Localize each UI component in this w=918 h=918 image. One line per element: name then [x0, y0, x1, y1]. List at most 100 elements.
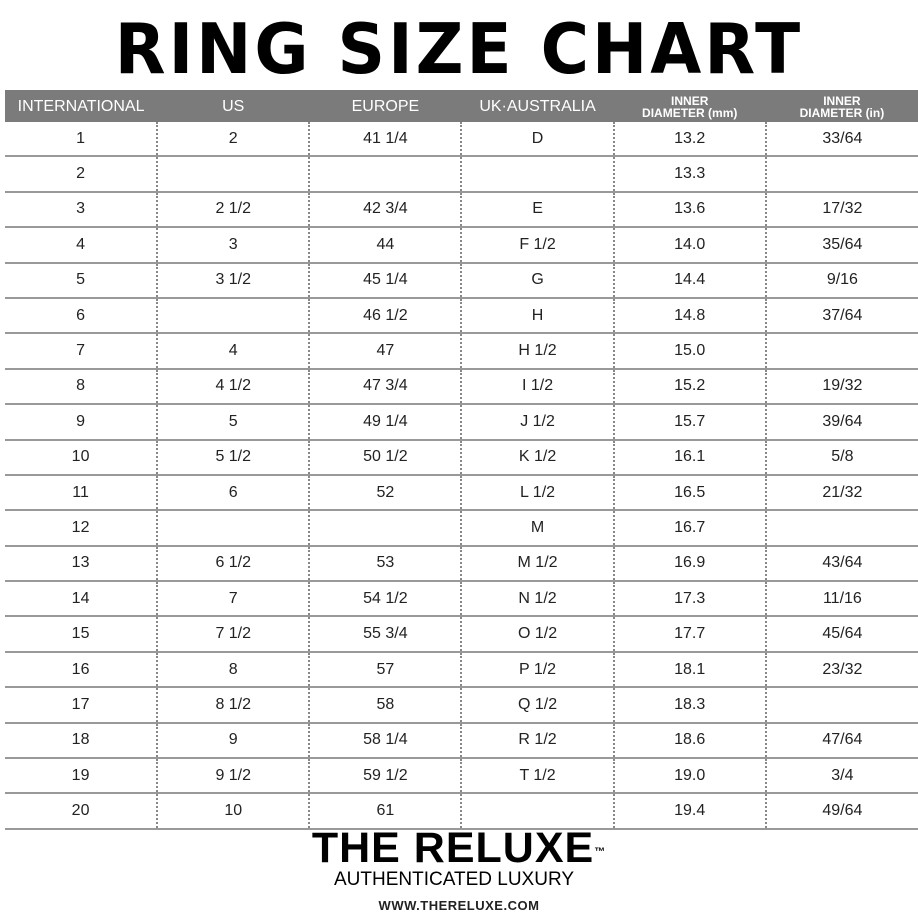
table-cell: [764, 510, 918, 547]
brand-url[interactable]: WWW.THERELUXE.COM: [378, 898, 540, 913]
table-cell: 7 1/2: [156, 616, 310, 653]
table-cell: 13.6: [612, 191, 766, 229]
table-cell: 21/32: [764, 474, 918, 512]
table-cell: 13.3: [612, 156, 766, 193]
table-cell: [764, 687, 918, 724]
table-cell: M: [460, 510, 614, 547]
table-cell: L 1/2: [460, 474, 614, 512]
table-cell: 9 1/2: [156, 758, 310, 795]
table-cell: D: [460, 122, 614, 158]
trademark: ™: [594, 846, 607, 858]
table-cell: 54 1/2: [308, 581, 462, 618]
table-cell: 52: [308, 474, 462, 512]
table-cell: 6 1/2: [156, 545, 310, 583]
table-cell: Q 1/2: [460, 687, 614, 724]
brand-logo: THE RELUXE™: [0, 826, 918, 870]
column-header: UK·AUSTRALIA: [461, 90, 614, 122]
table-cell: 43/64: [764, 545, 918, 583]
table-row: 4 3 44 F 1/2 14.0 35/64: [5, 227, 918, 264]
table-cell: 33/64: [764, 122, 918, 158]
table-row: 1 2 41 1/4 D 13.2 33/64: [5, 122, 918, 158]
table-cell: 16: [5, 651, 158, 689]
table-cell: 61: [308, 793, 462, 830]
table-cell: 12: [5, 510, 158, 547]
table-cell: 1: [5, 122, 158, 158]
table-cell: G: [460, 262, 614, 299]
table-cell: 3: [156, 227, 310, 264]
table-cell: 14.8: [612, 297, 766, 335]
table-cell: 2: [156, 122, 310, 158]
table-cell: 18.6: [612, 722, 766, 760]
table-cell: 45 1/4: [308, 262, 462, 299]
table-row: 16 8 57 P 1/2 18.1 23/32: [5, 651, 918, 689]
table-cell: 17.3: [612, 581, 766, 618]
column-header: INNER DIAMETER (mm): [613, 90, 766, 122]
table-cell: 9/16: [764, 262, 918, 299]
column-header: INNER DIAMETER (in): [765, 90, 918, 122]
table-cell: 16.9: [612, 545, 766, 583]
table-row: 18 9 58 1/4 R 1/2 18.6 47/64: [5, 722, 918, 760]
table-cell: 13: [5, 545, 158, 583]
table-cell: 11: [5, 474, 158, 512]
table-row: 6 46 1/2 H 14.8 37/64: [5, 297, 918, 335]
table-cell: 47/64: [764, 722, 918, 760]
table-cell: 8: [156, 651, 310, 689]
table-cell: 59 1/2: [308, 758, 462, 795]
table-cell: 3/4: [764, 758, 918, 795]
table-cell: 3 1/2: [156, 262, 310, 299]
table-cell: 49 1/4: [308, 404, 462, 441]
table-cell: 16.7: [612, 510, 766, 547]
table-cell: 2 1/2: [156, 191, 310, 229]
table-cell: E: [460, 191, 614, 229]
table-cell: 13.2: [612, 122, 766, 158]
table-row: 2 13.3: [5, 156, 918, 193]
table-cell: H: [460, 297, 614, 335]
table-cell: 17/32: [764, 191, 918, 229]
table-row: 15 7 1/2 55 3/4 O 1/2 17.7 45/64: [5, 616, 918, 653]
table-cell: 42 3/4: [308, 191, 462, 229]
table-cell: 57: [308, 651, 462, 689]
table-cell: [156, 156, 310, 193]
brand-tagline: AUTHENTICATED LUXURY: [334, 869, 574, 890]
table-cell: [460, 156, 614, 193]
table-cell: 55 3/4: [308, 616, 462, 653]
table-cell: R 1/2: [460, 722, 614, 760]
table-cell: 15.2: [612, 368, 766, 406]
table-row: 14 7 54 1/2 N 1/2 17.3 11/16: [5, 581, 918, 618]
table-row: 11 6 52 L 1/2 16.5 21/32: [5, 474, 918, 512]
table-cell: 58: [308, 687, 462, 724]
table-cell: 5: [156, 404, 310, 441]
ring-size-table: INTERNATIONAL US EUROPE UK·AUSTRALIA INNER D…: [5, 90, 918, 830]
table-cell: 50 1/2: [308, 439, 462, 476]
table-cell: [764, 156, 918, 193]
table-cell: 37/64: [764, 297, 918, 335]
table-cell: 45/64: [764, 616, 918, 653]
table-cell: O 1/2: [460, 616, 614, 653]
table-cell: 18: [5, 722, 158, 760]
table-cell: 5 1/2: [156, 439, 310, 476]
table-cell: 6: [5, 297, 158, 335]
table-row: 12 M 16.7: [5, 510, 918, 547]
table-cell: 53: [308, 545, 462, 583]
table-cell: F 1/2: [460, 227, 614, 264]
table-cell: P 1/2: [460, 651, 614, 689]
table-cell: 39/64: [764, 404, 918, 441]
table-cell: 19.0: [612, 758, 766, 795]
table-cell: 7: [5, 333, 158, 370]
table-cell: 8 1/2: [156, 687, 310, 724]
table-cell: 41 1/4: [308, 122, 462, 158]
table-cell: 10: [156, 793, 310, 830]
table-cell: [156, 297, 310, 335]
table-cell: 17.7: [612, 616, 766, 653]
column-header: INTERNATIONAL: [5, 90, 158, 122]
table-row: 17 8 1/2 58 Q 1/2 18.3: [5, 687, 918, 724]
table-cell: 18.1: [612, 651, 766, 689]
table-cell: 23/32: [764, 651, 918, 689]
table-cell: 46 1/2: [308, 297, 462, 335]
table-cell: 14.0: [612, 227, 766, 264]
table-cell: N 1/2: [460, 581, 614, 618]
table-cell: 4: [156, 333, 310, 370]
